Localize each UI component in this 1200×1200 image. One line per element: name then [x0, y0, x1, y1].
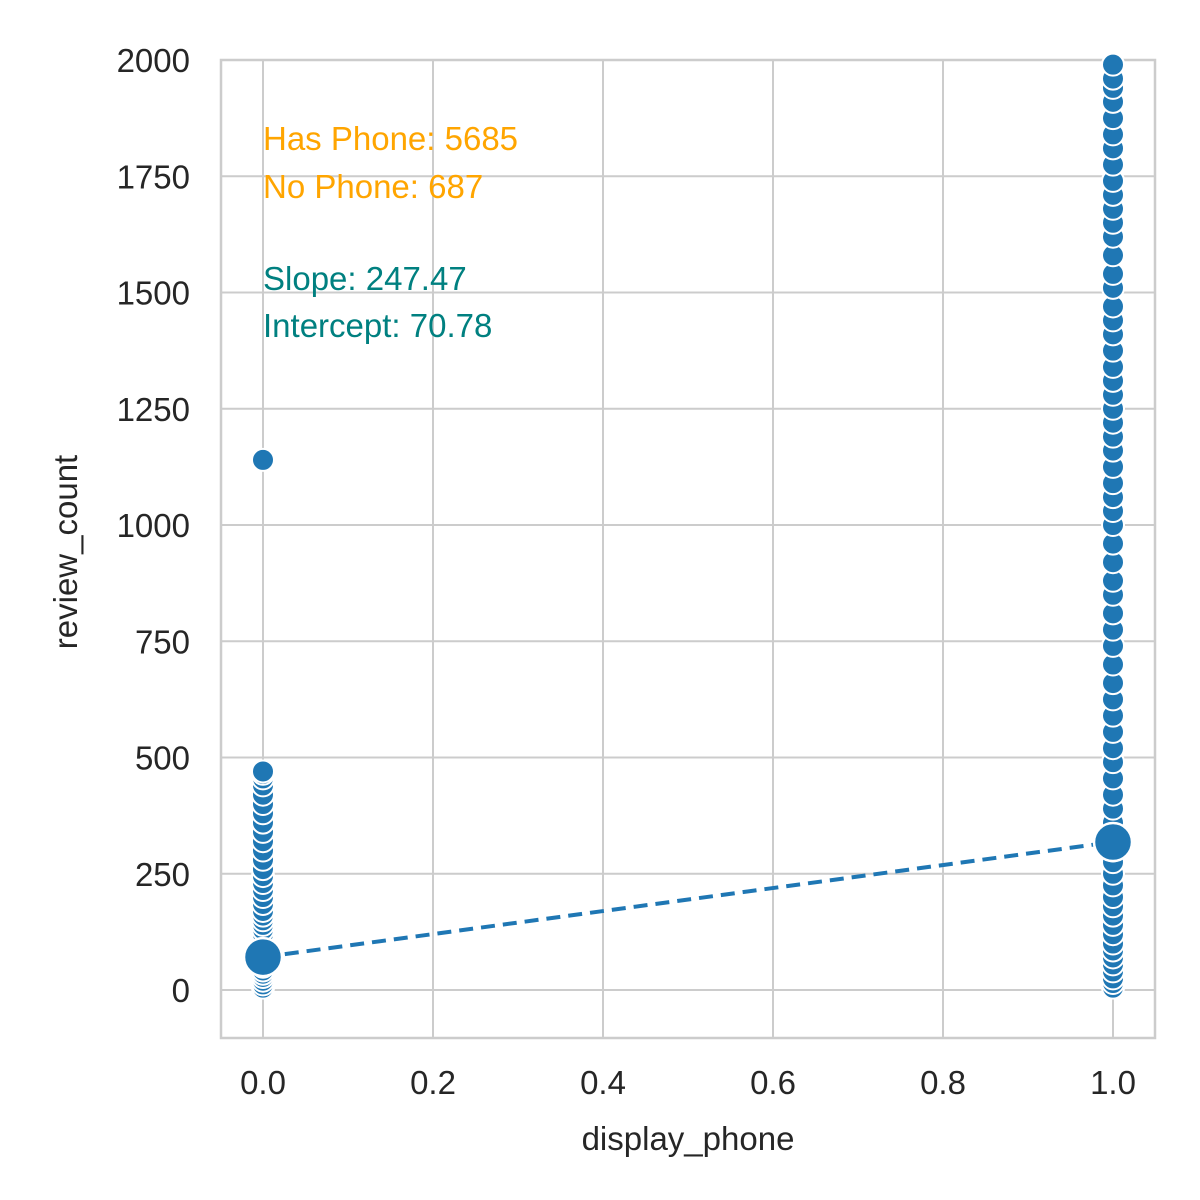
data-point	[251, 759, 275, 784]
y-tick-label: 250	[135, 856, 190, 893]
y-axis-label: review_count	[47, 455, 84, 649]
y-tick-label: 1000	[117, 507, 190, 544]
y-tick-label: 0	[172, 972, 190, 1009]
y-tick-label: 1250	[117, 391, 190, 428]
x-tick-label: 0.0	[240, 1064, 286, 1101]
data-point	[251, 447, 275, 472]
y-tick-label: 1500	[117, 275, 190, 312]
x-tick-label: 0.6	[750, 1064, 796, 1101]
annotation-slope: Slope: 247.47	[263, 260, 467, 297]
data-point	[1101, 52, 1125, 77]
means-layer	[242, 821, 1134, 978]
plot-frame	[219, 58, 1157, 1040]
x-ticks: 0.0 0.2 0.4 0.6 0.8 1.0	[240, 1064, 1136, 1101]
x-tick-label: 0.4	[580, 1064, 626, 1101]
annotations: Has Phone: 5685 No Phone: 687 Slope: 247…	[263, 120, 518, 344]
annotation-intercept: Intercept: 70.78	[263, 307, 492, 344]
y-tick-label: 2000	[117, 42, 190, 79]
x-tick-label: 0.8	[920, 1064, 966, 1101]
grid	[221, 59, 1155, 1038]
plot-border	[219, 58, 1157, 1040]
mean-point	[1092, 821, 1134, 863]
y-tick-label: 750	[135, 623, 190, 660]
x-axis-label: display_phone	[582, 1120, 795, 1157]
regression-line	[262, 840, 1114, 960]
annotation-no-phone: No Phone: 687	[263, 168, 483, 205]
x-tick-label: 0.2	[410, 1064, 456, 1101]
y-tick-label: 1750	[117, 158, 190, 195]
y-ticks: 0 250 500 750 1000 1250 1500 1750 2000	[117, 42, 190, 1009]
x-tick-label: 1.0	[1090, 1064, 1136, 1101]
y-tick-label: 500	[135, 740, 190, 777]
annotation-has-phone: Has Phone: 5685	[263, 120, 518, 157]
mean-point	[242, 936, 284, 978]
regression-layer	[262, 840, 1114, 960]
